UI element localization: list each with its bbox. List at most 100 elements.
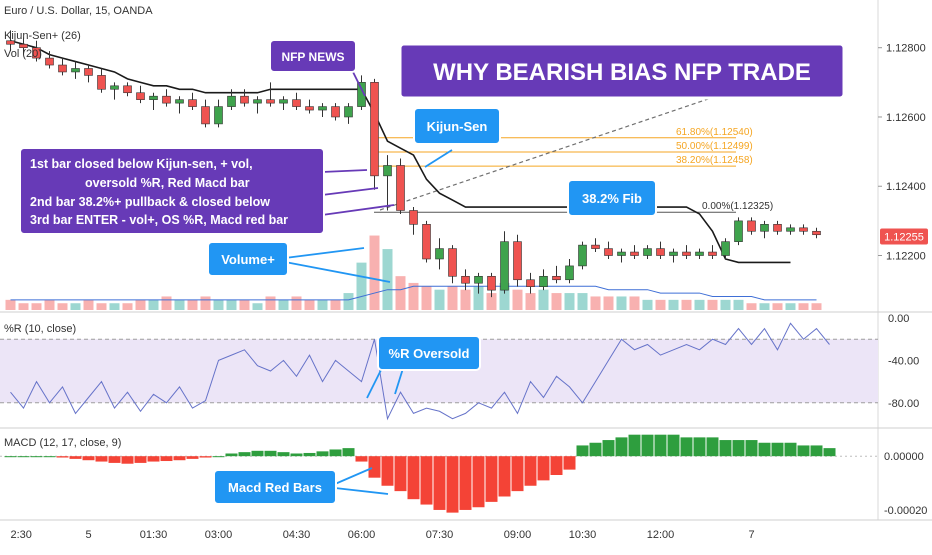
macd-bar: [212, 456, 225, 458]
candle-body: [591, 244, 600, 249]
candle-body: [344, 106, 353, 118]
volume-bar: [252, 303, 263, 310]
last-price-badge: 1.12255: [880, 228, 928, 245]
title-callout: WHY BEARISH BIAS NFP TRADE: [398, 42, 846, 100]
volume-bar: [213, 299, 224, 310]
candle-body: [734, 220, 743, 242]
macd-legend: MACD (12, 17, close, 9): [4, 437, 121, 449]
volume-bar: [226, 299, 237, 310]
candle-body: [188, 99, 197, 107]
last-price-label: 1.12255: [884, 231, 924, 243]
arrow-entry-1: [321, 169, 368, 173]
arrow-kijun: [424, 149, 453, 168]
arrow-entry-3: [321, 204, 395, 216]
macd-bar: [628, 434, 641, 457]
candle-body: [71, 68, 80, 73]
price-tick-label: 1.12200: [886, 251, 926, 263]
candle-body: [357, 82, 366, 107]
macd-bar: [732, 440, 745, 457]
nfp-news-callout-bg: [269, 39, 357, 73]
time-tick-label: 07:30: [426, 529, 454, 541]
wr-tick-label: 0.00: [888, 313, 909, 325]
macd-red-bars-callout: Macd Red Bars: [213, 469, 337, 505]
kijun-sen-line: [10, 40, 791, 264]
macd-bar: [108, 456, 121, 463]
candle-body: [539, 275, 548, 287]
nfp-news-callout: NFP NEWS: [269, 39, 357, 73]
macd-bar: [394, 456, 407, 492]
macd-bar: [95, 456, 108, 462]
arrow-entry-2: [321, 187, 379, 196]
macd-bar: [810, 445, 823, 457]
volume-bar: [642, 299, 653, 310]
macd-bar: [329, 449, 342, 457]
macd-bar: [381, 456, 394, 486]
macd-bar: [576, 445, 589, 457]
macd-bar: [82, 456, 95, 461]
volume-bar: [759, 303, 770, 310]
volume-bar: [486, 293, 497, 310]
volume-bar: [330, 299, 341, 310]
macd-bar: [446, 456, 459, 513]
time-tick-label: 04:30: [283, 529, 311, 541]
volume-bar: [57, 303, 68, 310]
volume-bar: [707, 299, 718, 310]
volume-bar: [70, 303, 81, 310]
time-tick-label: 7: [748, 529, 754, 541]
volume-bar: [5, 299, 16, 310]
macd-bar: [290, 453, 303, 457]
volume-bar: [447, 286, 458, 310]
candle-body: [136, 92, 145, 100]
macd-bar: [667, 434, 680, 457]
volume-bar: [421, 286, 432, 310]
volume-bar: [382, 249, 393, 310]
macd-bar: [121, 456, 134, 464]
volume-bar: [304, 299, 315, 310]
kijun-sen-callout-text: Kijun-Sen: [427, 119, 488, 134]
wr-tick-label: -40.00: [888, 355, 919, 367]
title-callout-text: WHY BEARISH BIAS NFP TRADE: [433, 59, 811, 86]
volume-bar: [746, 303, 757, 310]
candle-body: [396, 165, 405, 211]
volume-bar: [31, 303, 42, 310]
volume-bar: [798, 303, 809, 310]
arrow-macd-1: [334, 467, 373, 485]
candle-body: [604, 248, 613, 256]
volume-bar: [96, 303, 107, 310]
volume-plus-callout-text: Volume+: [221, 252, 275, 267]
macd-bar: [602, 440, 615, 457]
candle-body: [84, 68, 93, 76]
macd-bar: [199, 456, 212, 458]
volume-bar: [720, 299, 731, 310]
candle-body: [682, 251, 691, 256]
volume-bar: [161, 296, 172, 310]
macd-bar: [511, 456, 524, 492]
entry-note-line-1: 1st bar closed below Kijun-sen, + vol,: [30, 157, 253, 171]
volume-bars: [5, 235, 822, 310]
volume-bar: [109, 303, 120, 310]
candle-body: [435, 248, 444, 260]
macd-red-bars-callout-bg: [213, 469, 337, 505]
macd-bar: [134, 456, 147, 463]
volume-bar: [655, 299, 666, 310]
fib-level-label: 50.00%(1.12499): [676, 141, 753, 152]
macd-bar: [680, 437, 693, 457]
candle-body: [19, 43, 28, 49]
arrow-macd-2: [334, 487, 389, 495]
candle-body: [695, 251, 704, 256]
candle-body: [409, 210, 418, 225]
volume-bar: [694, 299, 705, 310]
candle-body: [292, 99, 301, 107]
candle-body: [6, 40, 15, 45]
volume-bar: [499, 282, 510, 310]
macd-bar: [459, 456, 472, 510]
macd-bar: [4, 456, 17, 458]
symbol-title: Euro / U.S. Dollar, 15, OANDA: [4, 5, 153, 17]
macd-bar: [30, 456, 43, 458]
candle-body: [318, 106, 327, 111]
candle-body: [773, 224, 782, 232]
macd-bar: [69, 456, 82, 459]
candle-body: [760, 224, 769, 232]
volume-bar: [551, 293, 562, 310]
